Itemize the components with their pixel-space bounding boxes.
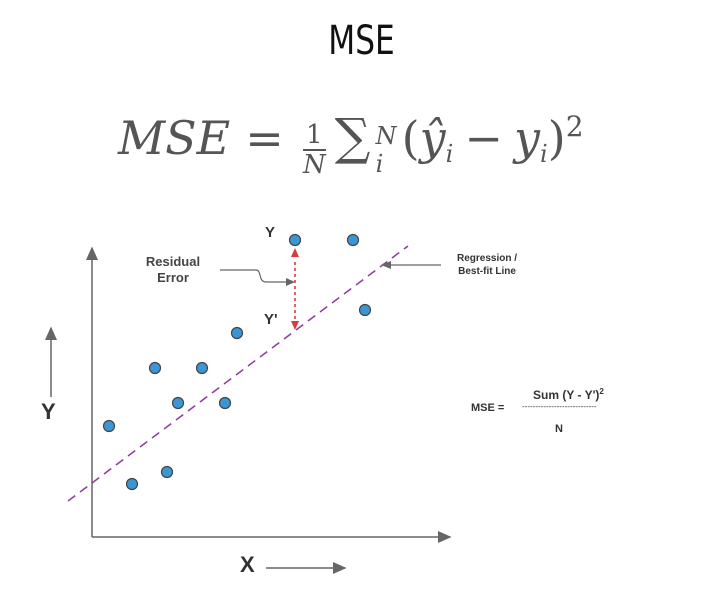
residual-pointer-head [286, 278, 295, 286]
y-hat-subscript: i [445, 140, 454, 168]
data-point [358, 303, 372, 317]
sum-upper: N [375, 121, 397, 150]
y-variable: y [514, 111, 541, 165]
minus-sign: − [464, 111, 503, 165]
formula-lhs: MSE [118, 111, 231, 165]
regression-pointer-head [381, 261, 391, 269]
regression-label-line1: Regression / [456, 253, 518, 264]
residual-pointer [220, 269, 287, 283]
data-point [102, 419, 116, 433]
side-numerator-power: 2 [599, 387, 604, 396]
point-label-y-prime: Y' [264, 311, 278, 328]
formula-fraction: 1 N [302, 121, 326, 180]
data-point [125, 477, 139, 491]
paren-close: ) [547, 111, 566, 165]
side-numerator-text: Sum (Y - Y') [533, 388, 600, 402]
sum-symbol: ∑ [334, 108, 371, 166]
data-point [171, 396, 185, 410]
formula-equals: = [245, 111, 284, 165]
mse-formula: MSE = 1 N ∑ N i (ŷi − yi)2 [118, 108, 584, 179]
paren-open: ( [401, 111, 420, 165]
data-point [148, 361, 162, 375]
data-point [346, 233, 360, 247]
regression-label-line2: Best-fit Line [458, 266, 516, 277]
side-formula-numerator: Sum (Y - Y')2 [533, 387, 604, 402]
y-subscript: i [540, 140, 548, 168]
y-hat: ŷ [419, 111, 446, 165]
data-point [160, 465, 174, 479]
power: 2 [565, 110, 584, 143]
y-axis-label: Y [41, 399, 56, 424]
fraction-denominator: N [302, 149, 326, 180]
sum-limits: N i [376, 122, 397, 178]
residual-arrow-head-down [291, 321, 299, 330]
regression-label: Regression / Best-fit Line [447, 252, 527, 278]
residual-error-label: Residual Error [137, 254, 209, 286]
side-formula-denominator: N [555, 423, 563, 435]
page-title: MSE [328, 18, 395, 64]
point-label-y: Y [265, 224, 276, 241]
data-point [230, 326, 244, 340]
data-points [102, 233, 372, 491]
sum-lower: i [375, 149, 384, 178]
x-axis-label: X [240, 552, 255, 577]
regression-line [67, 245, 409, 502]
residual-label-line1: Residual [145, 254, 201, 269]
side-formula-divider: ---------------------------- [522, 402, 597, 411]
data-point [195, 361, 209, 375]
residual-arrow-head-up [291, 248, 299, 257]
fraction-numerator: 1 [302, 121, 326, 151]
residual-label-line2: Error [157, 270, 189, 285]
data-point [218, 396, 232, 410]
data-point [288, 233, 302, 247]
side-formula-lhs: MSE = [471, 402, 505, 414]
